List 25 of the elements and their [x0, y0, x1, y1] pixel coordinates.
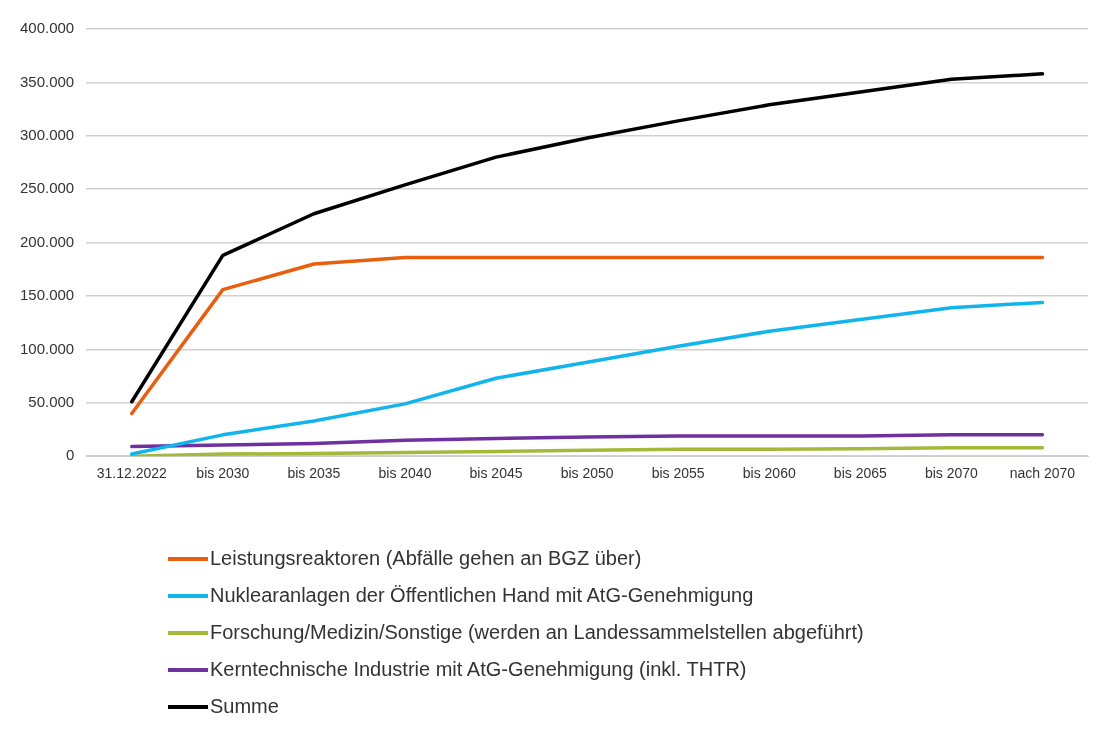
legend-label: Nuklearanlagen der Öffentlichen Hand mit AtG-Genehmigung: [210, 584, 754, 607]
y-tick-label: 100.000: [19, 339, 75, 357]
x-tick-label: bis 2055: [651, 465, 705, 482]
y-tick-label: 250.000: [19, 179, 75, 197]
y-tick-label: 50.000: [28, 392, 75, 410]
legend-label: Summe: [210, 695, 279, 718]
x-tick-label: nach 2070: [1009, 465, 1076, 482]
x-tick-label: bis 2045: [469, 465, 523, 482]
x-tick-label: bis 2060: [742, 465, 796, 482]
y-tick-label: 200.000: [19, 232, 75, 250]
x-tick-label: bis 2040: [378, 465, 432, 482]
y-tick-label: 300.000: [19, 125, 75, 143]
y-tick-label: 0: [65, 446, 75, 464]
x-tick-label: bis 2050: [560, 465, 614, 482]
x-tick-label: bis 2065: [833, 465, 887, 482]
y-tick-label: 400.000: [19, 19, 75, 37]
x-tick-label: 31.12.2022: [96, 465, 167, 482]
x-tick-label: bis 2030: [196, 465, 250, 482]
y-tick-label: 150.000: [19, 286, 75, 304]
legend-label: Leistungsreaktoren (Abfälle gehen an BGZ über): [210, 547, 642, 570]
legend-label: Kerntechnische Industrie mit AtG-Genehmigung (inkl. THTR): [210, 658, 747, 681]
x-tick-label: bis 2035: [287, 465, 341, 482]
y-tick-label: 350.000: [19, 72, 75, 90]
legend-label: Forschung/Medizin/Sonstige (werden an Landessammelstellen abgeführt): [210, 621, 864, 644]
x-tick-label: bis 2070: [924, 465, 979, 482]
